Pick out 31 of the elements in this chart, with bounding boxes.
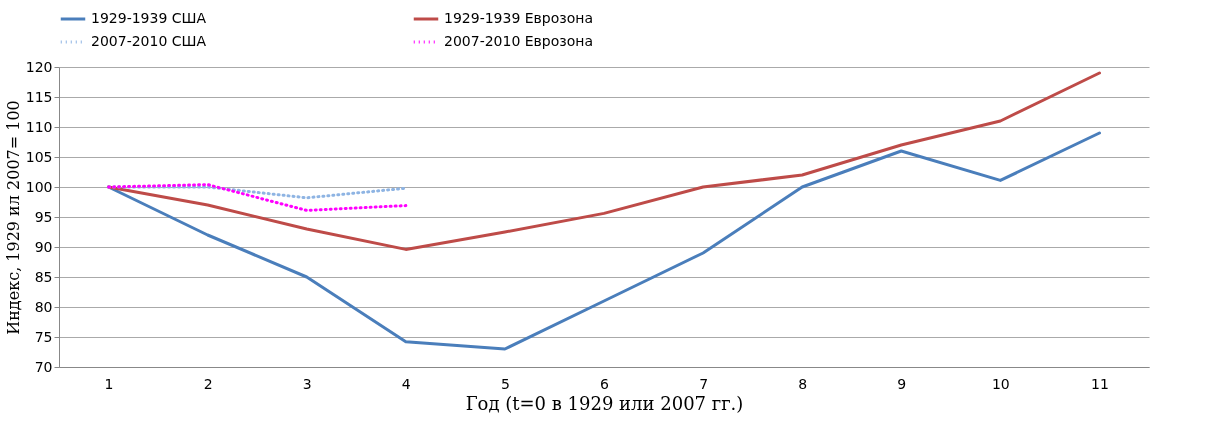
- y-tick-label: 85: [34, 268, 53, 285]
- x-tick-label: 2: [203, 375, 213, 392]
- x-tick-label: 9: [897, 375, 907, 392]
- x-axis-title: Год (t=0 в 1929 или 2007 гг.): [465, 392, 744, 414]
- x-tick-label: 10: [991, 375, 1010, 392]
- y-tick-label: 105: [25, 148, 53, 165]
- y-axis-title: Индекс, 1929 ил 2007= 100: [3, 100, 23, 335]
- y-tick-label: 70: [34, 358, 53, 375]
- y-tick-label: 110: [25, 118, 53, 135]
- x-tick-label: 5: [500, 375, 510, 392]
- x-tick-label: 1: [104, 375, 114, 392]
- line-series: [107, 71, 1101, 251]
- x-tick-label: 7: [699, 375, 709, 392]
- y-tick-label: 95: [34, 208, 53, 225]
- y-tick-label: 120: [25, 58, 53, 75]
- legend-label: 1929-1939 Еврозона: [444, 10, 594, 26]
- y-tick-label: 115: [25, 88, 53, 105]
- y-tick-label: 90: [34, 238, 53, 255]
- y-tick-label: 100: [25, 178, 53, 195]
- y-tick-label: 80: [34, 298, 53, 315]
- y-tick-label: 75: [34, 328, 53, 345]
- legend-label: 2007-2010 Еврозона: [444, 33, 594, 49]
- x-tick-label: 3: [302, 375, 312, 392]
- legend-label: 2007-2010 США: [91, 33, 207, 49]
- line-series: [107, 131, 1101, 351]
- x-tick-label: 11: [1091, 375, 1109, 392]
- line-series: [107, 183, 408, 212]
- x-tick-label: 6: [600, 375, 610, 392]
- legend-label: 1929-1939 США: [91, 10, 207, 26]
- x-tick-label: 8: [798, 375, 808, 392]
- x-tick-label: 4: [401, 375, 411, 392]
